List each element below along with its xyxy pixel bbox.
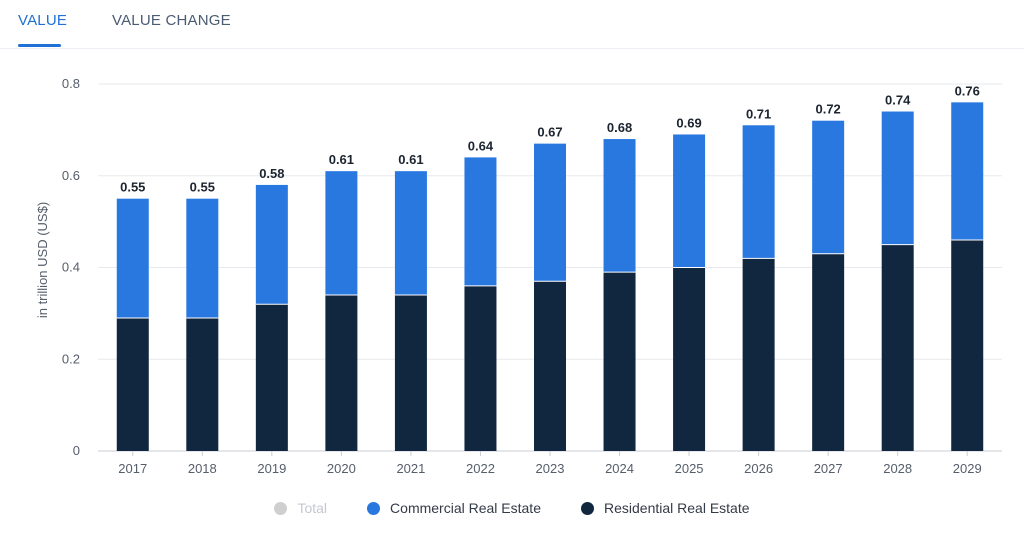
bar-commercial[interactable] [603,139,636,273]
legend-item-commercial[interactable]: Commercial Real Estate [367,500,541,516]
x-tick-label: 2027 [814,461,843,476]
x-tick-label: 2019 [257,461,286,476]
legend-label-commercial: Commercial Real Estate [390,500,541,516]
total-data-label: 0.61 [329,152,354,167]
bar-residential[interactable] [603,272,636,451]
x-tick-label: 2018 [188,461,217,476]
total-data-label: 0.69 [676,115,701,130]
x-tick-label: 2024 [605,461,634,476]
x-tick-label: 2025 [675,461,704,476]
tab-value[interactable]: VALUE [18,12,68,29]
bar-commercial[interactable] [116,198,149,318]
y-tick-label: 0 [73,443,80,458]
x-tick-label: 2028 [883,461,912,476]
legend-label-residential: Residential Real Estate [603,500,750,516]
bar-residential[interactable] [881,244,914,451]
x-tick-label: 2021 [396,461,425,476]
legend-item-total[interactable]: Total [274,500,327,516]
total-data-label: 0.74 [885,93,911,108]
total-data-label: 0.76 [955,83,980,98]
y-tick-label: 0.2 [62,351,80,366]
x-tick-label: 2026 [744,461,773,476]
bar-commercial[interactable] [325,171,358,296]
bar-commercial[interactable] [464,157,497,286]
x-tick-label: 2017 [118,461,147,476]
bar-residential[interactable] [742,258,775,451]
bar-residential[interactable] [534,281,566,451]
bar-residential[interactable] [325,295,358,451]
bar-commercial[interactable] [881,111,914,245]
tab-value-change[interactable]: VALUE CHANGE [112,12,231,29]
legend-item-residential[interactable]: Residential Real Estate [580,500,750,516]
bar-commercial[interactable] [394,171,427,296]
y-tick-label: 0.8 [62,76,80,91]
bar-commercial[interactable] [534,143,566,282]
tab-bar: VALUE VALUE CHANGE [0,0,1024,49]
total-data-label: 0.55 [120,180,145,195]
bar-residential[interactable] [186,317,219,451]
chart-area: in trillion USD (US$) 0 0.2 0.4 0.6 0.8 2017 0… [0,48,1024,553]
bar-residential[interactable] [255,304,288,451]
bar-residential[interactable] [673,267,706,452]
bar-commercial[interactable] [186,198,219,318]
chart-legend: Total Commercial Real Estate Residential… [0,496,1024,520]
bar-commercial[interactable] [812,120,845,254]
x-tick-label: 2023 [536,461,565,476]
bar-residential[interactable] [951,239,984,451]
total-data-label: 0.58 [259,166,284,181]
bar-commercial[interactable] [255,184,288,305]
bar-commercial[interactable] [742,125,775,259]
bar-residential[interactable] [464,285,497,451]
total-data-label: 0.64 [468,138,494,153]
bar-commercial[interactable] [951,102,984,240]
legend-dot-residential [580,501,594,515]
bar-residential[interactable] [394,295,427,451]
stacked-bar-chart: in trillion USD (US$) 0 0.2 0.4 0.6 0.8 2017 0… [35,76,1002,476]
total-data-label: 0.72 [815,102,840,117]
active-tab-indicator [18,44,61,47]
x-tick-label: 2022 [466,461,495,476]
total-data-label: 0.55 [190,180,215,195]
bar-commercial[interactable] [673,134,706,268]
legend-label-total: Total [297,500,328,516]
bar-residential[interactable] [116,317,149,451]
total-data-label: 0.71 [746,106,771,121]
total-data-label: 0.61 [398,152,423,167]
x-tick-label: 2029 [953,461,982,476]
total-data-label: 0.68 [607,120,632,135]
x-tick-label: 2020 [327,461,356,476]
y-tick-label: 0.4 [62,260,80,275]
y-axis-label: in trillion USD (US$) [35,202,50,318]
bar-residential[interactable] [812,253,845,451]
legend-dot-total [274,501,288,515]
total-data-label: 0.67 [537,125,562,140]
legend-dot-commercial [367,501,381,515]
y-tick-label: 0.6 [62,168,80,183]
